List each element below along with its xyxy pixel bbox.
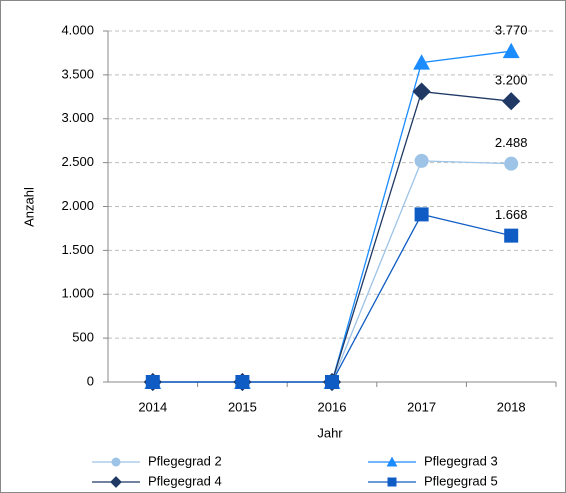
y-tick-label: 4.000 bbox=[61, 22, 94, 37]
legend-marker bbox=[386, 456, 398, 467]
y-tick-label: 2.500 bbox=[61, 154, 94, 169]
y-axis-title: Anzahl bbox=[21, 187, 36, 227]
x-tick-label: 2014 bbox=[138, 399, 167, 414]
x-tick-label: 2016 bbox=[318, 399, 347, 414]
marker bbox=[502, 92, 521, 111]
data-label: 3.200 bbox=[495, 73, 528, 88]
marker bbox=[145, 375, 160, 389]
legend-marker bbox=[110, 476, 122, 488]
x-tick-label: 2015 bbox=[228, 399, 257, 414]
y-tick-label: 1.500 bbox=[61, 242, 94, 257]
x-axis-title: Jahr bbox=[317, 425, 343, 440]
data-label: 1.668 bbox=[495, 207, 528, 222]
marker bbox=[504, 156, 519, 171]
legend-label: Pflegegrad 2 bbox=[148, 453, 222, 468]
y-tick-label: 1.000 bbox=[61, 286, 94, 301]
x-tick-label: 2017 bbox=[407, 399, 436, 414]
y-tick-label: 3.000 bbox=[61, 110, 94, 125]
legend-marker bbox=[111, 457, 121, 467]
y-tick-label: 3.500 bbox=[61, 66, 94, 81]
marker bbox=[414, 153, 429, 168]
marker bbox=[235, 375, 250, 389]
marker bbox=[413, 54, 430, 70]
y-tick-label: 2.000 bbox=[61, 198, 94, 213]
marker bbox=[414, 207, 429, 222]
y-tick-label: 0 bbox=[87, 373, 94, 388]
legend-label: Pflegegrad 3 bbox=[424, 453, 498, 468]
y-tick-label: 500 bbox=[72, 330, 94, 345]
data-label: 2.488 bbox=[495, 135, 528, 150]
legend-label: Pflegegrad 5 bbox=[424, 473, 498, 488]
marker bbox=[502, 42, 520, 59]
marker bbox=[325, 375, 339, 389]
legend-label: Pflegegrad 4 bbox=[148, 473, 222, 488]
legend-marker bbox=[387, 477, 397, 487]
data-label: 3.770 bbox=[495, 23, 528, 38]
x-tick-label: 2018 bbox=[497, 399, 526, 414]
marker bbox=[412, 82, 431, 101]
marker bbox=[504, 228, 519, 243]
